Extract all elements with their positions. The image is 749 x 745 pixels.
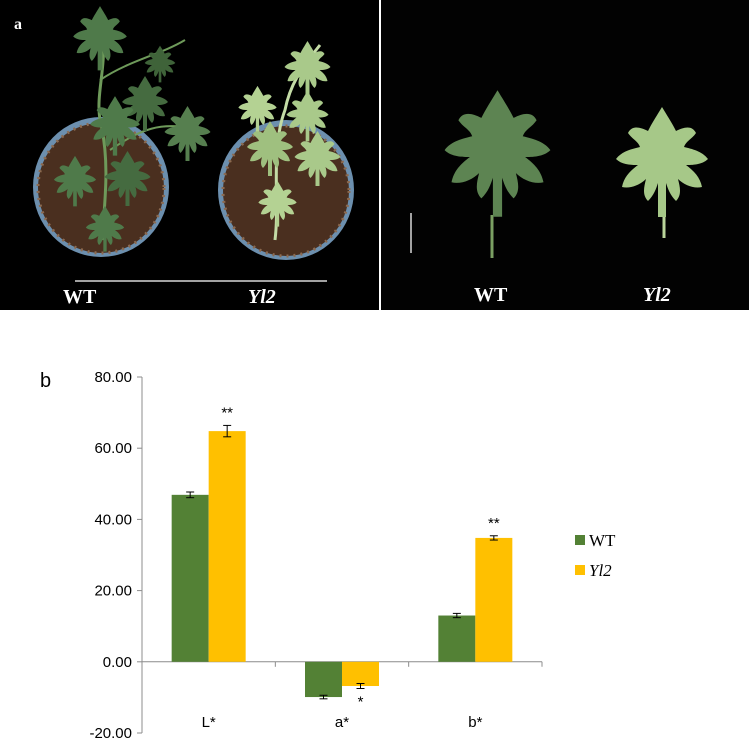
mutant-plant-label: Yl2	[248, 286, 276, 308]
mutant-leaf-label: Yl2	[643, 284, 671, 306]
x-tick-label: L*	[202, 714, 216, 731]
panel-b-label: b	[40, 370, 51, 392]
error-bar	[356, 683, 365, 689]
x-tick-label: b*	[468, 714, 482, 731]
wt-plant	[53, 6, 211, 252]
bar-wt-1	[305, 661, 342, 698]
wt-detached-leaf	[444, 90, 551, 258]
legend-label-wt: WT	[589, 531, 616, 550]
bar-yl2-2	[475, 537, 513, 662]
wt-leaf-label: WT	[474, 284, 508, 306]
y-tick-label: 40.00	[94, 511, 132, 528]
legend-swatch-wt	[575, 535, 585, 545]
significance-marker: **	[488, 515, 500, 532]
chart-legend: WT Yl2	[575, 531, 616, 580]
mutant-detached-leaf	[616, 107, 708, 238]
chart-bars	[171, 424, 513, 700]
bar-wt-0	[171, 494, 209, 662]
bar-wt-2	[438, 615, 476, 662]
bar-yl2-0	[208, 431, 246, 662]
error-bar	[223, 424, 232, 438]
chart-annotations: *****	[221, 404, 500, 710]
y-tick-label: 80.00	[94, 369, 132, 386]
x-tick-label: a*	[335, 714, 349, 731]
error-bar	[319, 694, 328, 700]
panel-a-label: a	[14, 16, 22, 33]
plant-photo-panel: a WT Yl2 WT Yl2	[0, 0, 749, 310]
bar-yl2-1	[342, 661, 379, 687]
y-tick-label: 60.00	[94, 440, 132, 457]
wt-plant-label: WT	[63, 286, 97, 308]
wt-plant-pot	[33, 117, 169, 257]
mutant-plant	[238, 41, 341, 241]
legend-label-yl2: Yl2	[589, 561, 612, 580]
error-bar	[186, 491, 195, 499]
color-value-chart: b -20.00 0.00 20.00 40.00 60.00 80.00 L* a* b* *…	[40, 369, 616, 742]
y-tick-label: -20.00	[89, 725, 132, 742]
significance-marker: *	[358, 694, 364, 711]
legend-swatch-yl2	[575, 565, 585, 575]
y-tick-label: 20.00	[94, 583, 132, 600]
significance-marker: **	[221, 404, 233, 421]
y-tick-label: 0.00	[103, 654, 132, 671]
error-bar	[489, 535, 498, 541]
error-bar	[452, 612, 461, 619]
chart-tick-labels: -20.00 0.00 20.00 40.00 60.00 80.00 L* a* b*	[89, 369, 482, 742]
